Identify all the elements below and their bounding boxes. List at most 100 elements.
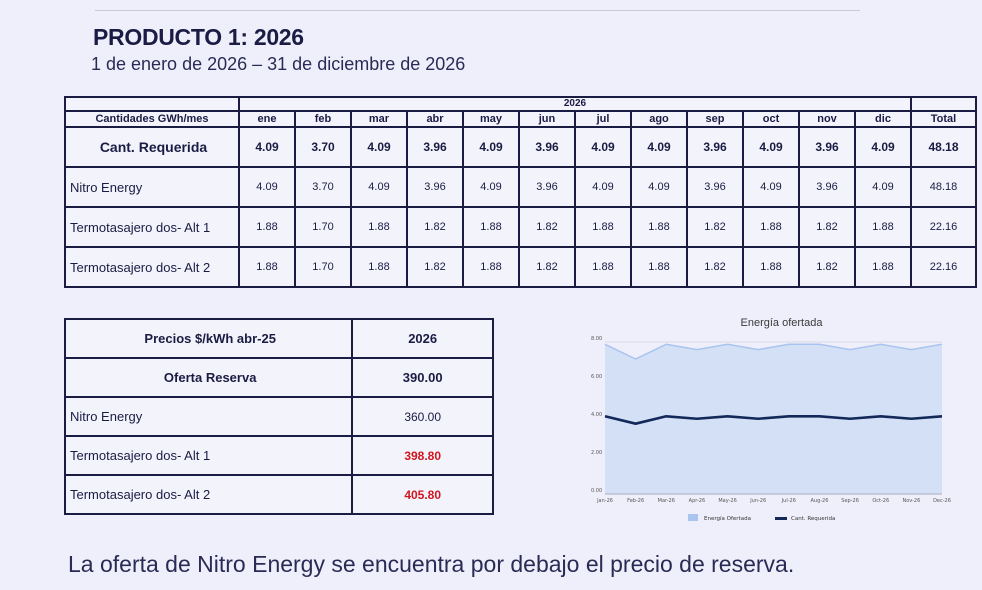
x-tick-label: Feb-26 [627,498,644,504]
row-label: Cant. Requerida [66,128,238,166]
cell-value: 1.88 [352,208,406,246]
cell-value: 3.96 [688,168,742,206]
x-tick-label: Jan-26 [596,498,613,504]
cell-value: 4.09 [856,168,910,206]
month-header: abr [408,112,462,126]
cell-total: 48.18 [912,128,975,166]
row-label: Termotasajero dos- Alt 2 [66,248,238,286]
cell-value: 1.88 [856,208,910,246]
y-tick-label: 0.00 [591,488,602,494]
table-row: Cant. Requerida 4.09 3.70 4.09 3.96 4.09… [66,128,975,166]
cell-value: 1.82 [520,208,574,246]
month-header: mar [352,112,406,126]
row-label: Termotasajero dos- Alt 2 [66,476,352,513]
cell-value: 1.88 [352,248,406,286]
cell-total: 22.16 [912,208,975,246]
cell-value: 4.09 [576,128,630,166]
cell-total: 22.16 [912,248,975,286]
table-row: Termotasajero dos- Alt 2 405.80 [66,476,492,513]
cell-value: 4.09 [632,168,686,206]
quantity-header: Cantidades GWh/mes [66,112,238,126]
month-header: ene [240,112,294,126]
cell-value: 4.09 [744,168,798,206]
cell-value: 390.00 [353,359,492,396]
total-header: Total [912,112,975,126]
prices-header-label: Precios $/kWh abr-25 [66,320,352,357]
y-tick-label: 4.00 [591,412,602,418]
x-tick-label: Apr-26 [689,498,706,504]
cell-value: 1.88 [744,248,798,286]
cell-value: 4.09 [744,128,798,166]
x-tick-label: Sep-26 [841,498,859,504]
row-label: Oferta Reserva [66,359,352,396]
cell-value: 4.09 [856,128,910,166]
page-title: PRODUCTO 1: 2026 [93,24,304,50]
cell-value: 1.70 [296,248,350,286]
cell-value: 1.88 [240,208,294,246]
legend-label: Energía Ofertada [704,515,751,522]
cell-value: 1.88 [464,248,518,286]
month-header: ago [632,112,686,126]
table-row: Termotasajero dos- Alt 1 1.88 1.70 1.88 … [66,208,975,246]
legend-label: Cant. Requerida [791,516,835,522]
month-header: feb [296,112,350,126]
legend-swatch-energia-ofertada [688,514,698,521]
year-header: 2026 [240,98,910,110]
x-tick-label: Oct-26 [872,498,889,504]
table-row: Termotasajero dos- Alt 2 1.88 1.70 1.88 … [66,248,975,286]
cell-value: 1.82 [408,248,462,286]
cell-value: 1.88 [464,208,518,246]
footer-note: La oferta de Nitro Energy se encuentra p… [68,551,795,577]
table-row: Nitro Energy 4.09 3.70 4.09 3.96 4.09 3.… [66,168,975,206]
cell-value: 405.80 [353,476,492,513]
quantities-table: 2026 Cantidades GWh/mes ene feb mar abr … [64,96,977,288]
cell-value: 3.96 [520,168,574,206]
cell-value: 3.96 [800,168,854,206]
cell-value: 1.88 [856,248,910,286]
x-tick-label: Nov-26 [902,498,920,504]
cell-value: 1.88 [744,208,798,246]
row-label: Termotasajero dos- Alt 1 [66,437,352,474]
series-line-cant-requerida [604,414,943,425]
prices-table: Precios $/kWh abr-25 2026 Oferta Reserva… [64,318,494,515]
chart-title: Energía ofertada [741,317,824,329]
table-row: Termotasajero dos- Alt 1 398.80 [66,437,492,474]
cell-total: 48.18 [912,168,975,206]
y-tick-label: 6.00 [591,374,602,380]
cell-value: 3.96 [800,128,854,166]
cell-value: 398.80 [353,437,492,474]
table-row: Nitro Energy 360.00 [66,398,492,435]
energy-chart: Energía ofertada 0.00 2.00 4.00 6.00 8.00 Jan-… [591,317,951,522]
series-area-energia-ofertada [605,344,942,494]
cell-value: 1.82 [800,248,854,286]
y-tick-label: 2.00 [591,450,602,456]
cell-value: 1.70 [296,208,350,246]
cell-value: 3.96 [688,128,742,166]
cell-value: 1.82 [800,208,854,246]
cell-value: 3.96 [408,128,462,166]
cell-value: 3.96 [520,128,574,166]
cell-value: 4.09 [632,128,686,166]
month-header-row: Cantidades GWh/mes ene feb mar abr may j… [66,112,975,126]
cell-value: 4.09 [352,128,406,166]
cell-value: 4.09 [464,128,518,166]
month-header: sep [688,112,742,126]
x-tick-label: Jun-26 [749,498,766,504]
prices-header-row: Precios $/kWh abr-25 2026 [66,320,492,357]
date-range: 1 de enero de 2026 – 31 de diciembre de … [91,54,466,74]
blank-cell [912,98,975,110]
x-tick-label: Jul-26 [781,498,796,504]
month-header: dic [856,112,910,126]
cell-value: 3.70 [296,128,350,166]
month-header: nov [800,112,854,126]
cell-value: 4.09 [240,168,294,206]
cell-value: 4.09 [352,168,406,206]
cell-value: 3.70 [296,168,350,206]
cell-value: 1.82 [688,208,742,246]
row-label: Nitro Energy [66,398,352,435]
x-tick-label: May-26 [718,498,736,504]
cell-value: 4.09 [464,168,518,206]
prices-header-year: 2026 [353,320,492,357]
cell-value: 1.82 [408,208,462,246]
x-tick-label: Aug-26 [810,498,828,504]
